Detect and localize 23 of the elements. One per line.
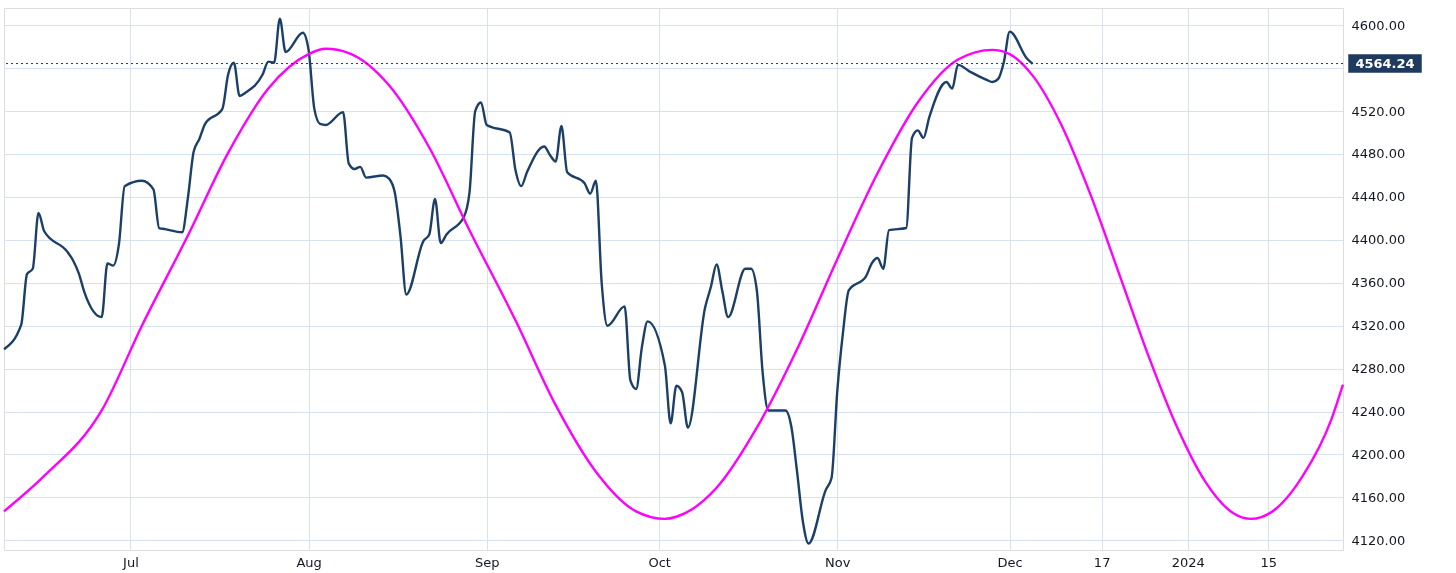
y-tick-label: 4520.00 [1351, 103, 1406, 119]
y-tick-label: 4200.00 [1351, 446, 1406, 462]
y-tick-label: 4400.00 [1351, 232, 1406, 248]
x-tick-label: Dec [997, 554, 1023, 570]
x-tick-label: 2024 [1171, 554, 1205, 570]
x-tick-label: Jul [122, 554, 139, 570]
x-tick-label: 17 [1093, 554, 1111, 570]
y-tick-label: 4480.00 [1351, 146, 1406, 162]
x-tick-label: Aug [296, 554, 322, 570]
y-tick-label: 4440.00 [1351, 189, 1406, 205]
ref-line-label: 4564.24 [1355, 55, 1415, 71]
y-tick-label: 4160.00 [1351, 489, 1406, 505]
x-tick-label: 15 [1260, 554, 1278, 570]
y-tick-label: 4240.00 [1351, 404, 1406, 420]
y-tick-label: 4360.00 [1351, 275, 1406, 291]
line-series [2, 47, 1345, 521]
y-tick-label: 4320.00 [1351, 318, 1406, 334]
y-tick-label: 4120.00 [1351, 532, 1406, 548]
y-tick-label: 4280.00 [1351, 361, 1406, 377]
y-tick-label: 4600.00 [1351, 17, 1406, 33]
x-tick-label: Nov [825, 554, 851, 570]
x-tick-label: Oct [648, 554, 671, 570]
x-tick-label: Sep [474, 554, 500, 570]
